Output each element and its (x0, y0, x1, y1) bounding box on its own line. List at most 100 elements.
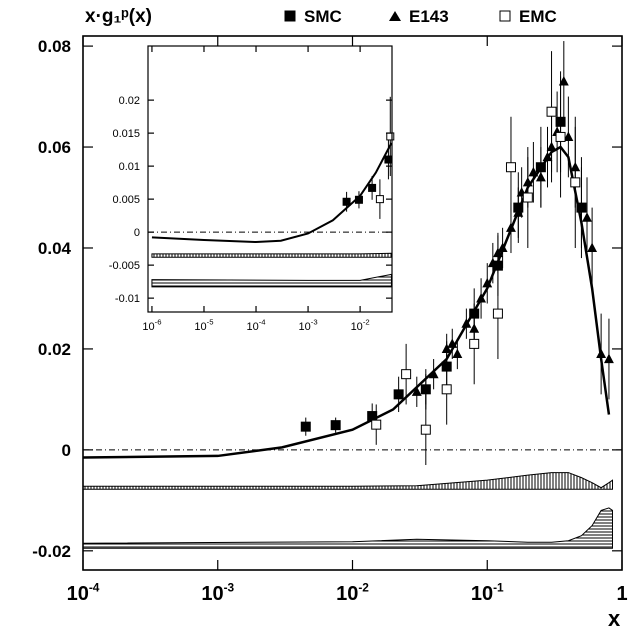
data-point (596, 348, 607, 359)
legend-marker (389, 11, 401, 21)
x-tick-base: 10 (194, 321, 206, 333)
x-tick-exponent: -3 (311, 318, 318, 327)
data-point (420, 383, 431, 394)
x-tick-label: 10-5 (194, 318, 213, 334)
legend-marker (284, 10, 296, 22)
x-tick-label: 10-2 (351, 318, 370, 334)
data-point (558, 76, 569, 86)
legend-label: EMC (519, 7, 557, 26)
data-point (506, 222, 516, 232)
y-tick-label: 0 (134, 227, 140, 239)
data-point (441, 384, 452, 395)
y-tick-label: 0.04 (38, 239, 72, 258)
x-tick-base: 10 (299, 321, 311, 333)
data-point (570, 177, 581, 188)
data-point (535, 171, 546, 182)
x-tick-label: 10-3 (299, 318, 318, 334)
data-point (522, 192, 533, 203)
legend-label: E143 (409, 7, 449, 26)
data-point (469, 338, 480, 349)
data-point (576, 202, 587, 212)
data-point (300, 421, 311, 432)
x-tick-label: 1 (616, 583, 627, 605)
legend-marker (499, 10, 511, 22)
x-tick-base: 10 (246, 321, 258, 333)
data-point (487, 257, 498, 268)
y-tick-label: 0.08 (38, 37, 71, 56)
data-point (367, 411, 378, 422)
x-tick-base: 10 (67, 583, 89, 605)
y-tick-label: 0.015 (112, 128, 140, 140)
data-point (330, 420, 341, 431)
x-tick-label: 10-1 (471, 581, 504, 606)
x-tick-exponent: -1 (493, 581, 504, 595)
x-tick-base: 10 (201, 583, 223, 605)
data-point (452, 348, 463, 359)
x-tick-base: 10 (351, 321, 363, 333)
data-point (497, 242, 508, 253)
data-point (563, 131, 574, 141)
x-tick-label: 10-2 (336, 581, 369, 606)
data-point (386, 132, 395, 141)
y-tick-label: 0.02 (38, 340, 71, 359)
data-point (447, 338, 458, 348)
x-tick-label: 10-4 (67, 581, 100, 606)
data-point (476, 293, 487, 303)
x-tick-base: 10 (336, 583, 358, 605)
data-point (420, 424, 431, 435)
data-point (441, 343, 452, 353)
data-point (505, 162, 516, 173)
y-tick-label: -0.005 (109, 260, 140, 272)
x-tick-label: 10-3 (201, 581, 234, 606)
legend-label: SMC (304, 7, 342, 26)
error-band (151, 252, 392, 258)
y-tick-label: -0.01 (115, 293, 140, 305)
x-tick-exponent: -4 (259, 318, 267, 327)
data-point (375, 195, 384, 204)
data-point (384, 155, 393, 164)
data-point (354, 195, 363, 204)
data-point (401, 369, 412, 380)
data-point (482, 277, 493, 288)
x-tick-exponent: -4 (89, 581, 100, 595)
data-point (603, 353, 614, 364)
y-tick-label: 0.005 (112, 194, 140, 206)
data-point (461, 318, 472, 328)
y-tick-label: 0 (62, 441, 71, 460)
x-tick-exponent: -2 (358, 581, 369, 595)
data-point (368, 183, 377, 192)
x-tick-exponent: -3 (224, 581, 235, 595)
data-point (587, 242, 598, 253)
x-tick-exponent: -2 (363, 318, 370, 327)
data-point (555, 131, 566, 142)
x-tick-label: 10-6 (142, 318, 161, 334)
y-tick-label: 0.06 (38, 138, 71, 157)
data-point (528, 166, 539, 177)
x-axis-label: x (608, 606, 621, 631)
x-tick-label: 10-4 (246, 318, 266, 334)
x-tick-exponent: -6 (155, 318, 162, 327)
plot-frame (147, 45, 393, 313)
data-point (492, 308, 503, 319)
y-tick-label: 0.01 (119, 161, 140, 173)
data-point (393, 389, 404, 400)
x-tick-base: 10 (142, 321, 154, 333)
data-point (582, 212, 592, 222)
y-axis-label: x·g₁ᵖ(x) (85, 6, 152, 27)
data-point (411, 386, 422, 396)
data-point (513, 207, 524, 217)
data-point (428, 368, 439, 379)
x-tick-exponent: -5 (207, 318, 214, 327)
data-point (542, 151, 553, 162)
plot-background (148, 46, 392, 312)
error-band (82, 507, 613, 549)
data-point (492, 247, 503, 258)
error-band (82, 472, 613, 490)
y-tick-label: -0.02 (32, 542, 71, 561)
data-point (342, 197, 351, 206)
data-point (371, 419, 382, 430)
data-point (546, 106, 557, 117)
fit-curve (151, 142, 393, 244)
